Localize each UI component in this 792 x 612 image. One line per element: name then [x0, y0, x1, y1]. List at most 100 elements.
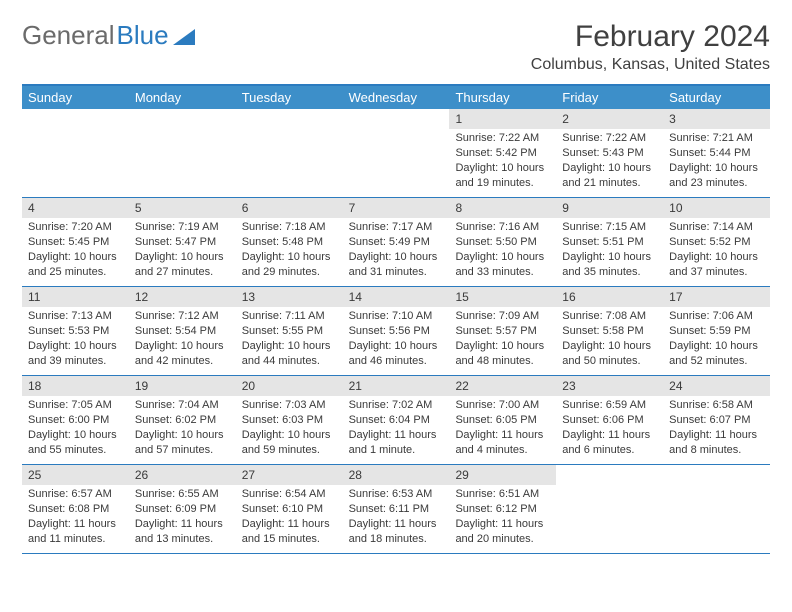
sunset-text: Sunset: 6:11 PM	[349, 502, 444, 517]
daylight-text: Daylight: 10 hours and 31 minutes.	[349, 250, 444, 280]
sunrise-text: Sunrise: 7:22 AM	[562, 131, 657, 146]
day-cell: 8Sunrise: 7:16 AMSunset: 5:50 PMDaylight…	[449, 198, 556, 286]
day-body: Sunrise: 6:59 AMSunset: 6:06 PMDaylight:…	[556, 396, 663, 461]
day-body: Sunrise: 7:22 AMSunset: 5:43 PMDaylight:…	[556, 129, 663, 194]
day-body: Sunrise: 7:22 AMSunset: 5:42 PMDaylight:…	[449, 129, 556, 194]
day-cell: 3Sunrise: 7:21 AMSunset: 5:44 PMDaylight…	[663, 109, 770, 197]
daylight-text: Daylight: 10 hours and 25 minutes.	[28, 250, 123, 280]
logo: GeneralBlue	[22, 20, 195, 51]
day-cell: 2Sunrise: 7:22 AMSunset: 5:43 PMDaylight…	[556, 109, 663, 197]
day-number	[343, 109, 450, 129]
day-header-sat: Saturday	[663, 86, 770, 109]
day-number: 8	[449, 198, 556, 218]
sunset-text: Sunset: 6:10 PM	[242, 502, 337, 517]
header: GeneralBlue February 2024 Columbus, Kans…	[22, 20, 770, 80]
sunrise-text: Sunrise: 7:06 AM	[669, 309, 764, 324]
daylight-text: Daylight: 10 hours and 27 minutes.	[135, 250, 230, 280]
day-cell: 4Sunrise: 7:20 AMSunset: 5:45 PMDaylight…	[22, 198, 129, 286]
day-body: Sunrise: 7:13 AMSunset: 5:53 PMDaylight:…	[22, 307, 129, 372]
sunrise-text: Sunrise: 7:21 AM	[669, 131, 764, 146]
sunset-text: Sunset: 6:07 PM	[669, 413, 764, 428]
day-number: 9	[556, 198, 663, 218]
day-header-tue: Tuesday	[236, 86, 343, 109]
logo-text-blue: Blue	[117, 20, 169, 51]
day-cell: 18Sunrise: 7:05 AMSunset: 6:00 PMDayligh…	[22, 376, 129, 464]
day-cell: 15Sunrise: 7:09 AMSunset: 5:57 PMDayligh…	[449, 287, 556, 375]
day-cell	[22, 109, 129, 197]
day-body: Sunrise: 7:05 AMSunset: 6:00 PMDaylight:…	[22, 396, 129, 461]
day-body: Sunrise: 7:02 AMSunset: 6:04 PMDaylight:…	[343, 396, 450, 461]
day-cell: 22Sunrise: 7:00 AMSunset: 6:05 PMDayligh…	[449, 376, 556, 464]
day-body: Sunrise: 7:08 AMSunset: 5:58 PMDaylight:…	[556, 307, 663, 372]
sunrise-text: Sunrise: 7:14 AM	[669, 220, 764, 235]
week-row: 25Sunrise: 6:57 AMSunset: 6:08 PMDayligh…	[22, 465, 770, 554]
day-number: 2	[556, 109, 663, 129]
day-number: 14	[343, 287, 450, 307]
day-number: 29	[449, 465, 556, 485]
day-number: 21	[343, 376, 450, 396]
day-cell: 9Sunrise: 7:15 AMSunset: 5:51 PMDaylight…	[556, 198, 663, 286]
logo-text-general: General	[22, 20, 115, 51]
sunrise-text: Sunrise: 7:04 AM	[135, 398, 230, 413]
sunset-text: Sunset: 6:03 PM	[242, 413, 337, 428]
day-number	[663, 465, 770, 485]
daylight-text: Daylight: 10 hours and 48 minutes.	[455, 339, 550, 369]
month-title: February 2024	[531, 20, 770, 54]
sunset-text: Sunset: 5:58 PM	[562, 324, 657, 339]
weeks-container: 1Sunrise: 7:22 AMSunset: 5:42 PMDaylight…	[22, 109, 770, 554]
title-block: February 2024 Columbus, Kansas, United S…	[531, 20, 770, 80]
sunrise-text: Sunrise: 7:10 AM	[349, 309, 444, 324]
sunrise-text: Sunrise: 7:03 AM	[242, 398, 337, 413]
day-number: 4	[22, 198, 129, 218]
day-cell: 24Sunrise: 6:58 AMSunset: 6:07 PMDayligh…	[663, 376, 770, 464]
sunset-text: Sunset: 5:57 PM	[455, 324, 550, 339]
sunset-text: Sunset: 6:02 PM	[135, 413, 230, 428]
daylight-text: Daylight: 10 hours and 39 minutes.	[28, 339, 123, 369]
sunset-text: Sunset: 5:51 PM	[562, 235, 657, 250]
day-cell: 11Sunrise: 7:13 AMSunset: 5:53 PMDayligh…	[22, 287, 129, 375]
daylight-text: Daylight: 11 hours and 4 minutes.	[455, 428, 550, 458]
daylight-text: Daylight: 10 hours and 57 minutes.	[135, 428, 230, 458]
daylight-text: Daylight: 10 hours and 33 minutes.	[455, 250, 550, 280]
day-body: Sunrise: 7:00 AMSunset: 6:05 PMDaylight:…	[449, 396, 556, 461]
week-row: 4Sunrise: 7:20 AMSunset: 5:45 PMDaylight…	[22, 198, 770, 287]
day-body: Sunrise: 6:51 AMSunset: 6:12 PMDaylight:…	[449, 485, 556, 550]
day-body: Sunrise: 7:20 AMSunset: 5:45 PMDaylight:…	[22, 218, 129, 283]
sunrise-text: Sunrise: 7:20 AM	[28, 220, 123, 235]
day-cell	[556, 465, 663, 553]
day-number: 22	[449, 376, 556, 396]
day-number: 1	[449, 109, 556, 129]
day-cell: 29Sunrise: 6:51 AMSunset: 6:12 PMDayligh…	[449, 465, 556, 553]
day-number: 19	[129, 376, 236, 396]
day-number: 24	[663, 376, 770, 396]
daylight-text: Daylight: 10 hours and 37 minutes.	[669, 250, 764, 280]
sunrise-text: Sunrise: 7:18 AM	[242, 220, 337, 235]
sunset-text: Sunset: 5:43 PM	[562, 146, 657, 161]
sunset-text: Sunset: 6:09 PM	[135, 502, 230, 517]
day-number: 28	[343, 465, 450, 485]
day-body: Sunrise: 7:16 AMSunset: 5:50 PMDaylight:…	[449, 218, 556, 283]
day-body: Sunrise: 7:03 AMSunset: 6:03 PMDaylight:…	[236, 396, 343, 461]
week-row: 11Sunrise: 7:13 AMSunset: 5:53 PMDayligh…	[22, 287, 770, 376]
day-cell: 27Sunrise: 6:54 AMSunset: 6:10 PMDayligh…	[236, 465, 343, 553]
day-number: 11	[22, 287, 129, 307]
sunset-text: Sunset: 5:50 PM	[455, 235, 550, 250]
daylight-text: Daylight: 10 hours and 50 minutes.	[562, 339, 657, 369]
day-header-thu: Thursday	[449, 86, 556, 109]
day-body: Sunrise: 7:11 AMSunset: 5:55 PMDaylight:…	[236, 307, 343, 372]
day-cell: 13Sunrise: 7:11 AMSunset: 5:55 PMDayligh…	[236, 287, 343, 375]
day-number: 27	[236, 465, 343, 485]
sunset-text: Sunset: 5:42 PM	[455, 146, 550, 161]
sunrise-text: Sunrise: 7:08 AM	[562, 309, 657, 324]
day-cell: 7Sunrise: 7:17 AMSunset: 5:49 PMDaylight…	[343, 198, 450, 286]
sunset-text: Sunset: 6:08 PM	[28, 502, 123, 517]
daylight-text: Daylight: 10 hours and 21 minutes.	[562, 161, 657, 191]
sunrise-text: Sunrise: 7:05 AM	[28, 398, 123, 413]
location-text: Columbus, Kansas, United States	[531, 56, 770, 74]
sunrise-text: Sunrise: 7:12 AM	[135, 309, 230, 324]
daylight-text: Daylight: 11 hours and 8 minutes.	[669, 428, 764, 458]
sunset-text: Sunset: 5:53 PM	[28, 324, 123, 339]
sunrise-text: Sunrise: 6:54 AM	[242, 487, 337, 502]
day-header-mon: Monday	[129, 86, 236, 109]
day-body: Sunrise: 7:19 AMSunset: 5:47 PMDaylight:…	[129, 218, 236, 283]
